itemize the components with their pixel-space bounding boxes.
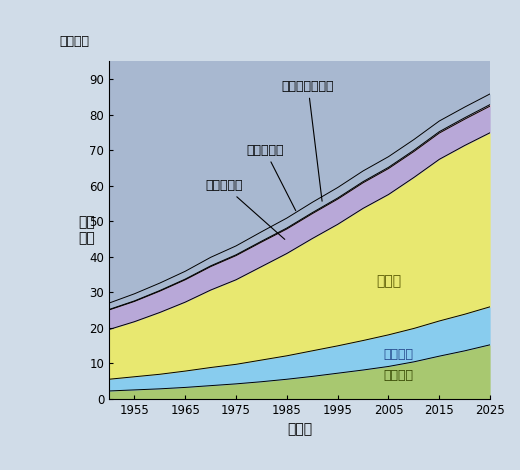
Text: アジア: アジア — [376, 274, 401, 288]
Text: アメリカ: アメリカ — [384, 348, 413, 361]
Text: ヨーロッパ: ヨーロッパ — [205, 179, 285, 239]
Text: （億人）: （億人） — [59, 35, 89, 48]
Y-axis label: 人口
総数: 人口 総数 — [78, 215, 95, 245]
Text: アフリカ: アフリカ — [384, 369, 413, 382]
X-axis label: 年　次: 年 次 — [287, 422, 312, 436]
Text: オセアニア: オセアニア — [246, 144, 296, 211]
Text: 旧ソビエト連邦: 旧ソビエト連邦 — [282, 80, 334, 201]
